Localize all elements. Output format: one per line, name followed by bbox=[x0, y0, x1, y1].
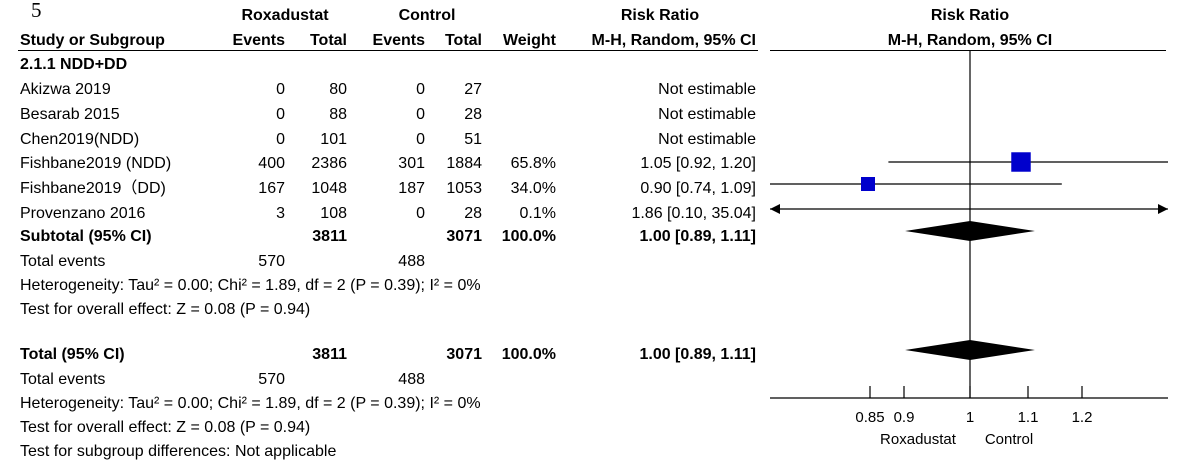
events2: 0 bbox=[416, 131, 425, 148]
total1: 2386 bbox=[311, 155, 347, 172]
header-underline-left bbox=[18, 50, 758, 51]
events1: 0 bbox=[276, 106, 285, 123]
study-name: Chen2019(NDD) bbox=[20, 131, 140, 148]
ci: 0.90 [0.74, 1.09] bbox=[640, 180, 756, 197]
subtotal-weight: 100.0% bbox=[501, 228, 556, 245]
total-total1: 3811 bbox=[312, 346, 347, 363]
group1-header: Roxadustat bbox=[241, 7, 329, 24]
pooled-diamond bbox=[905, 340, 1035, 360]
study-name: Akizwa 2019 bbox=[20, 81, 111, 98]
weight: 34.0% bbox=[510, 180, 556, 197]
total1: 88 bbox=[329, 106, 347, 123]
subtotal-heterogeneity: Heterogeneity: Tau² = 0.00; Chi² = 1.89,… bbox=[20, 277, 481, 294]
total1: 80 bbox=[329, 81, 347, 98]
events2: 301 bbox=[398, 155, 425, 172]
total-weight: 100.0% bbox=[501, 346, 556, 363]
x-tick-label: 1.2 bbox=[1072, 409, 1093, 426]
total2-header: Total bbox=[444, 32, 482, 49]
events1-header: Events bbox=[232, 32, 285, 49]
favours-left-label: Roxadustat bbox=[880, 431, 957, 448]
total2: 51 bbox=[464, 131, 482, 148]
events2: 0 bbox=[416, 205, 425, 222]
study-name: Fishbane2019（DD) bbox=[20, 180, 166, 197]
ci: 1.05 [0.92, 1.20] bbox=[640, 155, 756, 172]
subtotal-events-label: Total events bbox=[20, 253, 106, 270]
subgroup-differences: Test for subgroup differences: Not appli… bbox=[20, 443, 337, 460]
events1: 0 bbox=[276, 81, 285, 98]
total2: 28 bbox=[464, 106, 482, 123]
weight: 65.8% bbox=[510, 155, 556, 172]
total2: 28 bbox=[464, 205, 482, 222]
total-ci: 1.00 [0.89, 1.11] bbox=[639, 346, 756, 363]
panel-label: 5 bbox=[31, 0, 42, 22]
x-tick-label: 0.9 bbox=[894, 409, 915, 426]
events1: 3 bbox=[276, 205, 285, 222]
ci-header-right: M-H, Random, 95% CI bbox=[887, 32, 1053, 49]
total-events1: 570 bbox=[258, 371, 285, 388]
ci: 1.86 [0.10, 35.04] bbox=[631, 205, 756, 222]
study-column-header: Study or Subgroup bbox=[20, 32, 165, 49]
x-tick-label: 0.85 bbox=[855, 409, 884, 426]
events2: 187 bbox=[398, 180, 425, 197]
events2-header: Events bbox=[372, 32, 425, 49]
risk-ratio-title-right: Risk Ratio bbox=[930, 7, 1010, 24]
weight-header: Weight bbox=[502, 32, 556, 49]
total-events2: 488 bbox=[398, 371, 425, 388]
study-name: Besarab 2015 bbox=[20, 106, 120, 123]
ci: Not estimable bbox=[658, 106, 756, 123]
ci-arrow-left bbox=[770, 204, 780, 214]
pooled-diamond bbox=[905, 221, 1035, 241]
events1: 0 bbox=[276, 131, 285, 148]
events1: 167 bbox=[258, 180, 285, 197]
total1-header: Total bbox=[309, 32, 347, 49]
ci-header-left: M-H, Random, 95% CI bbox=[591, 32, 756, 49]
total1: 1048 bbox=[311, 180, 347, 197]
subtotal-events2: 488 bbox=[398, 253, 425, 270]
favours-right-label: Control bbox=[985, 431, 1033, 448]
subgroup-title: 2.1.1 NDD+DD bbox=[20, 56, 128, 73]
effect-square bbox=[1011, 152, 1031, 172]
total-events-label: Total events bbox=[20, 371, 106, 388]
total-heterogeneity: Heterogeneity: Tau² = 0.00; Chi² = 1.89,… bbox=[20, 395, 481, 412]
total1: 101 bbox=[320, 131, 347, 148]
total2: 27 bbox=[464, 81, 482, 98]
study-name: Fishbane2019 (NDD) bbox=[20, 155, 172, 172]
events1: 400 bbox=[258, 155, 285, 172]
header-underline-right bbox=[770, 50, 1166, 51]
total2: 1884 bbox=[446, 155, 482, 172]
risk-ratio-title-left: Risk Ratio bbox=[620, 7, 700, 24]
ci-arrow-right bbox=[1158, 204, 1168, 214]
effect-square bbox=[861, 177, 875, 191]
subtotal-overall-effect: Test for overall effect: Z = 0.08 (P = 0… bbox=[20, 301, 311, 318]
x-tick-label: 1.1 bbox=[1018, 409, 1039, 426]
group2-header: Control bbox=[398, 7, 456, 24]
subtotal-total2: 3071 bbox=[446, 228, 482, 245]
x-tick-label: 1 bbox=[966, 409, 974, 426]
total1: 108 bbox=[320, 205, 347, 222]
events2: 0 bbox=[416, 106, 425, 123]
ci: Not estimable bbox=[658, 131, 756, 148]
total-label: Total (95% CI) bbox=[20, 346, 125, 363]
events2: 0 bbox=[416, 81, 425, 98]
total-overall-effect: Test for overall effect: Z = 0.08 (P = 0… bbox=[20, 419, 311, 436]
subtotal-ci: 1.00 [0.89, 1.11] bbox=[639, 228, 756, 245]
subtotal-events1: 570 bbox=[258, 253, 285, 270]
subtotal-total1: 3811 bbox=[312, 228, 347, 245]
study-name: Provenzano 2016 bbox=[20, 205, 146, 222]
total-total2: 3071 bbox=[446, 346, 482, 363]
weight: 0.1% bbox=[519, 205, 556, 222]
ci: Not estimable bbox=[658, 81, 756, 98]
subtotal-label: Subtotal (95% CI) bbox=[20, 228, 152, 245]
total2: 1053 bbox=[446, 180, 482, 197]
